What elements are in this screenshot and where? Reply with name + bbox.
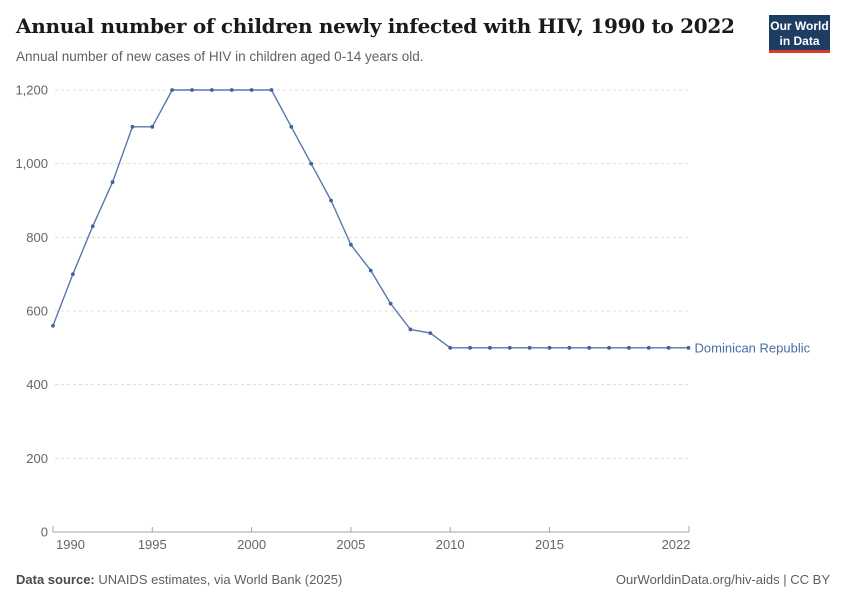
data-point[interactable] — [428, 331, 433, 335]
data-point[interactable] — [488, 345, 492, 350]
data-point[interactable] — [229, 88, 234, 92]
x-tick-label: 2000 — [237, 537, 266, 552]
data-point[interactable] — [527, 345, 532, 350]
data-point[interactable] — [587, 345, 592, 350]
y-tick-label: 1,200 — [15, 83, 48, 98]
data-point[interactable] — [547, 345, 552, 350]
data-point[interactable] — [348, 242, 353, 247]
data-source: Data source: UNAIDS estimates, via World… — [16, 572, 342, 587]
y-tick-label: 0 — [41, 525, 48, 540]
series-label[interactable]: Dominican Republic — [695, 340, 811, 355]
plot-area: 0 200 400 600 800 1,000 1,200 1990 1995 2000 2005 2… — [15, 83, 811, 553]
data-point[interactable] — [468, 345, 472, 350]
data-point[interactable] — [408, 327, 413, 332]
data-point[interactable] — [686, 345, 691, 350]
data-point[interactable] — [51, 323, 55, 328]
y-tick-label: 200 — [26, 451, 48, 466]
data-source-text: UNAIDS estimates, via World Bank (2025) — [98, 572, 343, 587]
data-point[interactable] — [507, 345, 512, 350]
data-point[interactable] — [130, 124, 135, 129]
data-point[interactable] — [269, 88, 274, 92]
y-tick-label: 1,000 — [15, 156, 48, 171]
data-point[interactable] — [567, 345, 572, 350]
x-tick-label: 2022 — [662, 537, 691, 552]
data-point[interactable] — [329, 198, 333, 203]
data-point[interactable] — [170, 88, 175, 92]
data-point[interactable] — [289, 124, 294, 129]
data-point[interactable] — [150, 124, 155, 129]
x-tick-label: 2015 — [535, 537, 564, 552]
data-point[interactable] — [249, 88, 254, 92]
y-tick-label: 800 — [26, 230, 48, 245]
data-point[interactable] — [70, 272, 75, 277]
x-tick-label: 2010 — [436, 537, 465, 552]
data-point[interactable] — [90, 224, 95, 229]
data-point[interactable] — [388, 301, 393, 306]
owid-logo-line2: in Data — [779, 34, 820, 48]
y-tick-label: 600 — [26, 304, 48, 319]
data-line[interactable] — [52, 89, 689, 349]
data-source-label: Data source: — [16, 572, 95, 587]
data-point[interactable] — [627, 345, 631, 350]
chart-footer: Data source: UNAIDS estimates, via World… — [16, 572, 830, 587]
x-tick-label: 1995 — [138, 537, 167, 552]
data-point[interactable] — [607, 345, 611, 350]
data-point[interactable] — [190, 88, 194, 92]
x-tick-label: 1990 — [56, 537, 85, 552]
data-point[interactable] — [646, 345, 651, 350]
data-point[interactable] — [309, 161, 314, 166]
data-point[interactable] — [448, 345, 453, 350]
data-point[interactable] — [209, 88, 214, 92]
data-point[interactable] — [368, 268, 373, 273]
chart-title: Annual number of children newly infected… — [16, 14, 735, 38]
owid-logo[interactable]: Our World in Data — [769, 15, 830, 53]
x-tick-label: 2005 — [336, 537, 365, 552]
data-point[interactable] — [110, 180, 115, 184]
chart-subtitle: Annual number of new cases of HIV in chi… — [16, 49, 424, 64]
owid-logo-line1: Our World — [770, 19, 829, 33]
data-point[interactable] — [666, 345, 671, 350]
license-link[interactable]: OurWorldinData.org/hiv-aids | CC BY — [615, 572, 830, 587]
y-tick-label: 400 — [26, 377, 48, 392]
